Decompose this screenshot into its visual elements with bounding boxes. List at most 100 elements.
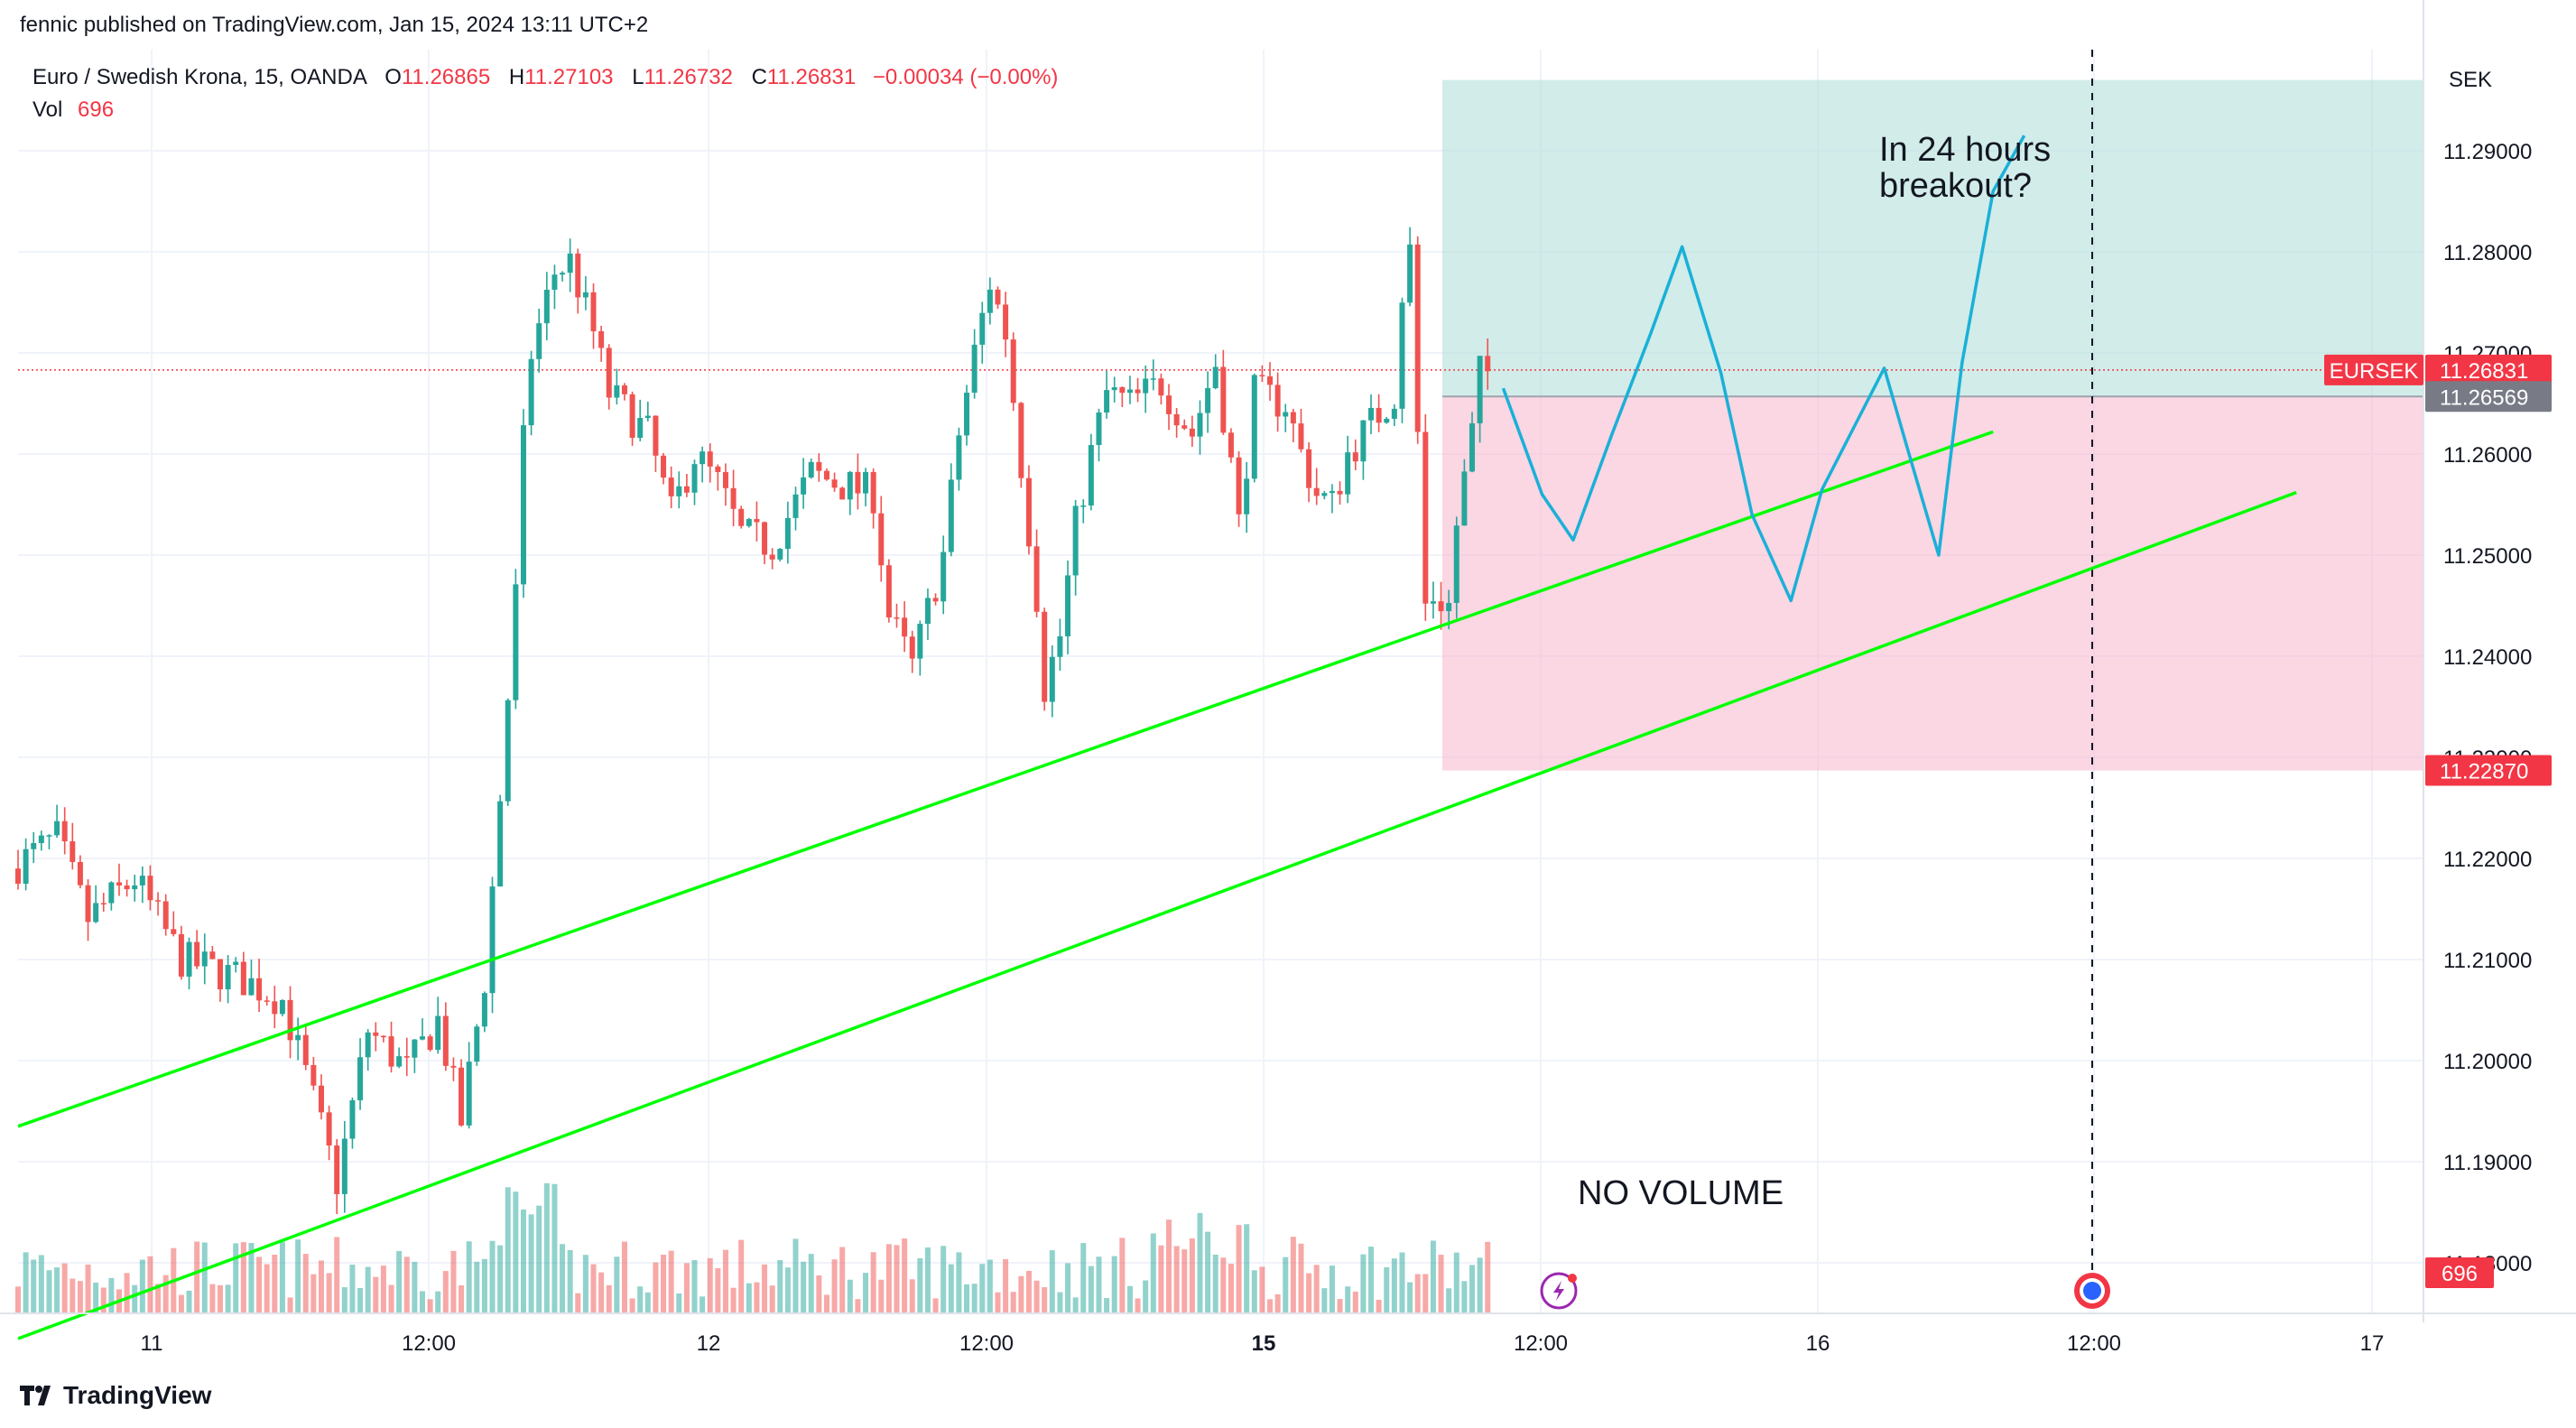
volume-bar — [334, 1237, 340, 1313]
candle-body — [15, 868, 21, 884]
candle-body — [54, 821, 60, 836]
candle-body — [700, 451, 706, 465]
candle-body — [1337, 490, 1343, 495]
candle-body — [885, 565, 892, 618]
volume-bar — [995, 1292, 1001, 1313]
volume-bar — [707, 1257, 713, 1313]
candle-body — [116, 882, 122, 886]
candle-body — [186, 941, 192, 977]
volume-bar — [917, 1257, 923, 1313]
candle-body — [256, 978, 263, 1001]
x-tick-label: 12 — [697, 1331, 721, 1356]
volume-bar — [100, 1287, 107, 1313]
candle-body — [683, 486, 690, 493]
candle-body — [948, 479, 954, 552]
candle-body — [792, 494, 799, 518]
volume-bar — [442, 1271, 449, 1313]
volume-bar — [722, 1249, 728, 1313]
volume-bar — [318, 1260, 324, 1313]
stop-price-tag-text: 11.22870 — [2440, 760, 2528, 784]
candle-body — [1461, 471, 1468, 526]
entry-price-tag-text: 11.26569 — [2440, 385, 2528, 410]
volume-bar — [272, 1255, 278, 1313]
event-marker-icon — [2074, 1273, 2110, 1309]
candle-body — [403, 1056, 410, 1058]
legend-vol-label: Vol — [32, 97, 63, 122]
volume-bar — [155, 1284, 162, 1313]
candle-body — [1181, 425, 1188, 429]
volume-bar — [403, 1256, 410, 1313]
candle-body — [474, 1026, 480, 1062]
x-tick-label: 15 — [1252, 1331, 1276, 1356]
volume-bar — [1306, 1273, 1312, 1313]
volume-bar — [1057, 1292, 1063, 1313]
volume-bar — [909, 1279, 915, 1313]
candle-body — [1049, 656, 1055, 702]
candle-body — [1345, 452, 1351, 495]
legend-symbol[interactable]: Euro / Swedish Krona, 15, OANDA — [32, 65, 366, 89]
volume-bar — [683, 1263, 690, 1313]
candle-body — [1150, 378, 1156, 380]
candle-body — [357, 1057, 364, 1100]
volume-bar — [1267, 1299, 1274, 1313]
candle-body — [38, 835, 44, 843]
risk-reward-zones — [18, 50, 2423, 1282]
candle-body — [435, 1015, 441, 1051]
candle-body — [1477, 356, 1483, 423]
candle-body — [839, 487, 846, 500]
candle-body — [567, 253, 573, 274]
volume-bar — [1274, 1294, 1281, 1313]
candle-body — [1274, 385, 1281, 417]
volume-bar — [738, 1239, 745, 1313]
volume-bar — [505, 1187, 511, 1313]
candle-body — [147, 876, 153, 901]
candle-body — [746, 519, 752, 526]
volume-bar — [1438, 1255, 1444, 1313]
legend-change: −0.00034 (−0.00%) — [872, 65, 1059, 89]
tradingview-footer[interactable]: TradingView — [20, 1381, 211, 1410]
candle-body — [442, 1015, 449, 1066]
trendline — [17, 490, 2297, 1340]
candle-body — [1119, 387, 1126, 394]
volume-bar — [839, 1247, 846, 1313]
volume-bar — [1104, 1298, 1110, 1313]
candle-body — [108, 882, 115, 904]
legend-low-value: 11.26732 — [644, 65, 733, 89]
volume-bar — [1290, 1237, 1296, 1313]
candle-body — [1298, 423, 1304, 450]
volume-bar — [147, 1256, 153, 1313]
x-tick-label: 12:00 — [402, 1331, 456, 1356]
candle-body — [1065, 575, 1071, 636]
volume-bar — [201, 1242, 208, 1313]
candle-body — [1313, 487, 1320, 496]
volume-bar — [349, 1264, 356, 1313]
volume-bar — [1003, 1258, 1009, 1313]
legend-close-value: 11.26831 — [766, 65, 857, 89]
candle-body — [264, 1000, 270, 1002]
volume-bar — [341, 1287, 347, 1313]
volume-bar — [1283, 1256, 1289, 1313]
volume-bar — [621, 1241, 627, 1313]
volume-bar — [69, 1278, 76, 1313]
candle-body — [419, 1036, 425, 1040]
volume-bar — [567, 1249, 573, 1313]
volume-bar — [902, 1238, 908, 1313]
x-tick-label: 12:00 — [1514, 1331, 1568, 1356]
volume-bar — [489, 1240, 496, 1313]
volume-bar — [1018, 1275, 1024, 1313]
volume-bar — [1422, 1274, 1429, 1313]
volume-bar — [878, 1279, 885, 1313]
candle-body — [295, 1034, 301, 1041]
candle-body — [412, 1039, 418, 1058]
candle-body — [1485, 356, 1491, 372]
volume-bar — [459, 1284, 465, 1313]
candle-body — [178, 933, 184, 977]
volume-bar — [1337, 1299, 1343, 1313]
candle-body — [489, 886, 496, 994]
candle-body — [823, 470, 829, 480]
candle-body — [520, 425, 526, 585]
candle-body — [201, 951, 208, 967]
volume-bar — [606, 1284, 612, 1313]
candle-body — [629, 394, 635, 439]
